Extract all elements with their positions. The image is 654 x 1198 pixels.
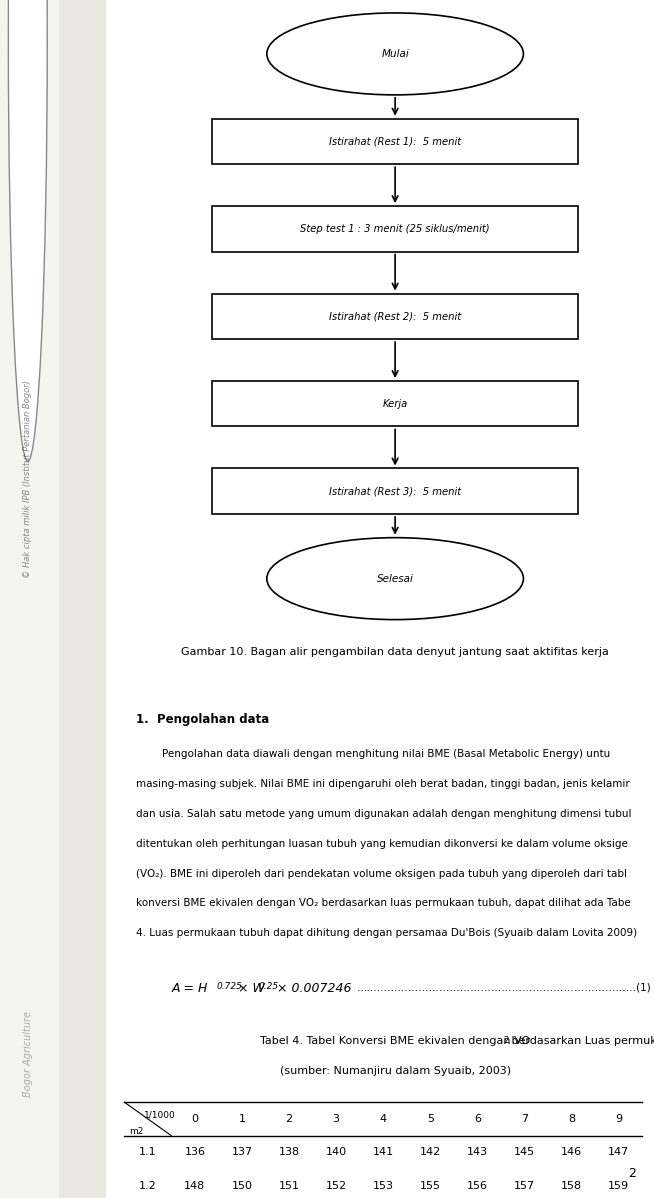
- Text: 0: 0: [192, 1114, 198, 1124]
- Text: 6: 6: [474, 1114, 481, 1124]
- Text: Istirahat (Rest 2):  5 menit: Istirahat (Rest 2): 5 menit: [329, 311, 461, 321]
- Text: 159: 159: [608, 1181, 629, 1191]
- Text: 143: 143: [467, 1148, 488, 1157]
- Text: 137: 137: [232, 1148, 252, 1157]
- Text: 2: 2: [504, 1036, 509, 1046]
- Text: 1.1: 1.1: [139, 1148, 157, 1157]
- Text: 145: 145: [514, 1148, 535, 1157]
- Text: Istirahat (Rest 1):  5 menit: Istirahat (Rest 1): 5 menit: [329, 137, 461, 146]
- FancyBboxPatch shape: [212, 381, 578, 426]
- Text: © Hak cipta milik IPB (Institut Pertanian Bogor): © Hak cipta milik IPB (Institut Pertania…: [24, 380, 32, 579]
- FancyBboxPatch shape: [212, 119, 578, 164]
- Text: Mulai: Mulai: [381, 49, 409, 59]
- Text: Tabel 4. Tabel Konversi BME ekivalen dengan VO: Tabel 4. Tabel Konversi BME ekivalen den…: [260, 1036, 530, 1046]
- Text: 1/1000: 1/1000: [144, 1111, 175, 1120]
- Text: m2: m2: [129, 1127, 143, 1137]
- Text: ditentukan oleh perhitungan luasan tubuh yang kemudian dikonversi ke dalam volum: ditentukan oleh perhitungan luasan tubuh…: [136, 839, 628, 848]
- Text: 9: 9: [615, 1114, 622, 1124]
- Ellipse shape: [267, 13, 523, 95]
- Text: 5: 5: [427, 1114, 434, 1124]
- FancyBboxPatch shape: [212, 206, 578, 252]
- Text: 152: 152: [326, 1181, 347, 1191]
- Text: 2: 2: [286, 1114, 292, 1124]
- Text: 0.725: 0.725: [216, 982, 243, 992]
- Text: 157: 157: [514, 1181, 535, 1191]
- Text: 138: 138: [279, 1148, 300, 1157]
- Text: 140: 140: [326, 1148, 347, 1157]
- Text: 7: 7: [521, 1114, 528, 1124]
- Text: dan usia. Salah satu metode yang umum digunakan adalah dengan menghitung dimensi: dan usia. Salah satu metode yang umum di…: [136, 809, 632, 818]
- Text: 3: 3: [333, 1114, 339, 1124]
- Text: Istirahat (Rest 3):  5 menit: Istirahat (Rest 3): 5 menit: [329, 486, 461, 496]
- Text: 1: 1: [239, 1114, 245, 1124]
- Text: Step test 1 : 3 menit (25 siklus/menit): Step test 1 : 3 menit (25 siklus/menit): [300, 224, 490, 234]
- Text: A = H: A = H: [172, 982, 209, 996]
- Text: 1.: 1.: [136, 713, 157, 726]
- Text: 146: 146: [561, 1148, 582, 1157]
- Text: 155: 155: [420, 1181, 441, 1191]
- Text: 156: 156: [467, 1181, 488, 1191]
- Text: 2: 2: [628, 1167, 636, 1180]
- Text: Bogor Agriculture: Bogor Agriculture: [23, 1011, 33, 1097]
- Text: konversi BME ekivalen dengan VO₂ berdasarkan luas permukaan tubuh, dapat dilihat: konversi BME ekivalen dengan VO₂ berdasa…: [136, 898, 631, 908]
- Text: (sumber: Numanjiru dalam Syuaib, 2003): (sumber: Numanjiru dalam Syuaib, 2003): [279, 1066, 511, 1076]
- Text: 1.2: 1.2: [139, 1181, 157, 1191]
- Text: 158: 158: [561, 1181, 582, 1191]
- Text: × W: × W: [234, 982, 266, 996]
- Circle shape: [9, 0, 47, 461]
- Text: 136: 136: [184, 1148, 205, 1157]
- Bar: [59, 0, 107, 1198]
- Text: masing-masing subjek. Nilai BME ini dipengaruhi oleh berat badan, tinggi badan, : masing-masing subjek. Nilai BME ini dipe…: [136, 779, 630, 788]
- Text: 153: 153: [373, 1181, 394, 1191]
- Text: 151: 151: [279, 1181, 300, 1191]
- Text: 142: 142: [420, 1148, 441, 1157]
- Text: 0.25: 0.25: [258, 982, 279, 992]
- Text: 4: 4: [380, 1114, 387, 1124]
- Text: Kerja: Kerja: [383, 399, 407, 409]
- Text: 147: 147: [608, 1148, 629, 1157]
- Text: 150: 150: [232, 1181, 252, 1191]
- Text: Pengolahan data: Pengolahan data: [157, 713, 269, 726]
- Text: × 0.007246: × 0.007246: [273, 982, 352, 996]
- Text: 8: 8: [568, 1114, 575, 1124]
- Text: berdasarkan Luas permukaan Tubuh: berdasarkan Luas permukaan Tubuh: [508, 1036, 654, 1046]
- Text: ………………………………………………………………………(1): ………………………………………………………………………(1): [356, 982, 651, 992]
- Text: 148: 148: [184, 1181, 205, 1191]
- Text: 4. Luas permukaan tubuh dapat dihitung dengan persamaa Du'Bois (Syuaib dalam Lov: 4. Luas permukaan tubuh dapat dihitung d…: [136, 928, 638, 938]
- Text: Gambar 10. Bagan alir pengambilan data denyut jantung saat aktifitas kerja: Gambar 10. Bagan alir pengambilan data d…: [181, 647, 609, 657]
- Text: 141: 141: [373, 1148, 394, 1157]
- FancyBboxPatch shape: [212, 468, 578, 514]
- Text: Pengolahan data diawali dengan menghitung nilai BME (Basal Metabolic Energy) unt: Pengolahan data diawali dengan menghitun…: [136, 749, 610, 758]
- Ellipse shape: [267, 538, 523, 619]
- Text: Selesai: Selesai: [377, 574, 413, 583]
- FancyBboxPatch shape: [212, 294, 578, 339]
- Text: (VO₂). BME ini diperoleh dari pendekatan volume oksigen pada tubuh yang diperole: (VO₂). BME ini diperoleh dari pendekatan…: [136, 869, 627, 878]
